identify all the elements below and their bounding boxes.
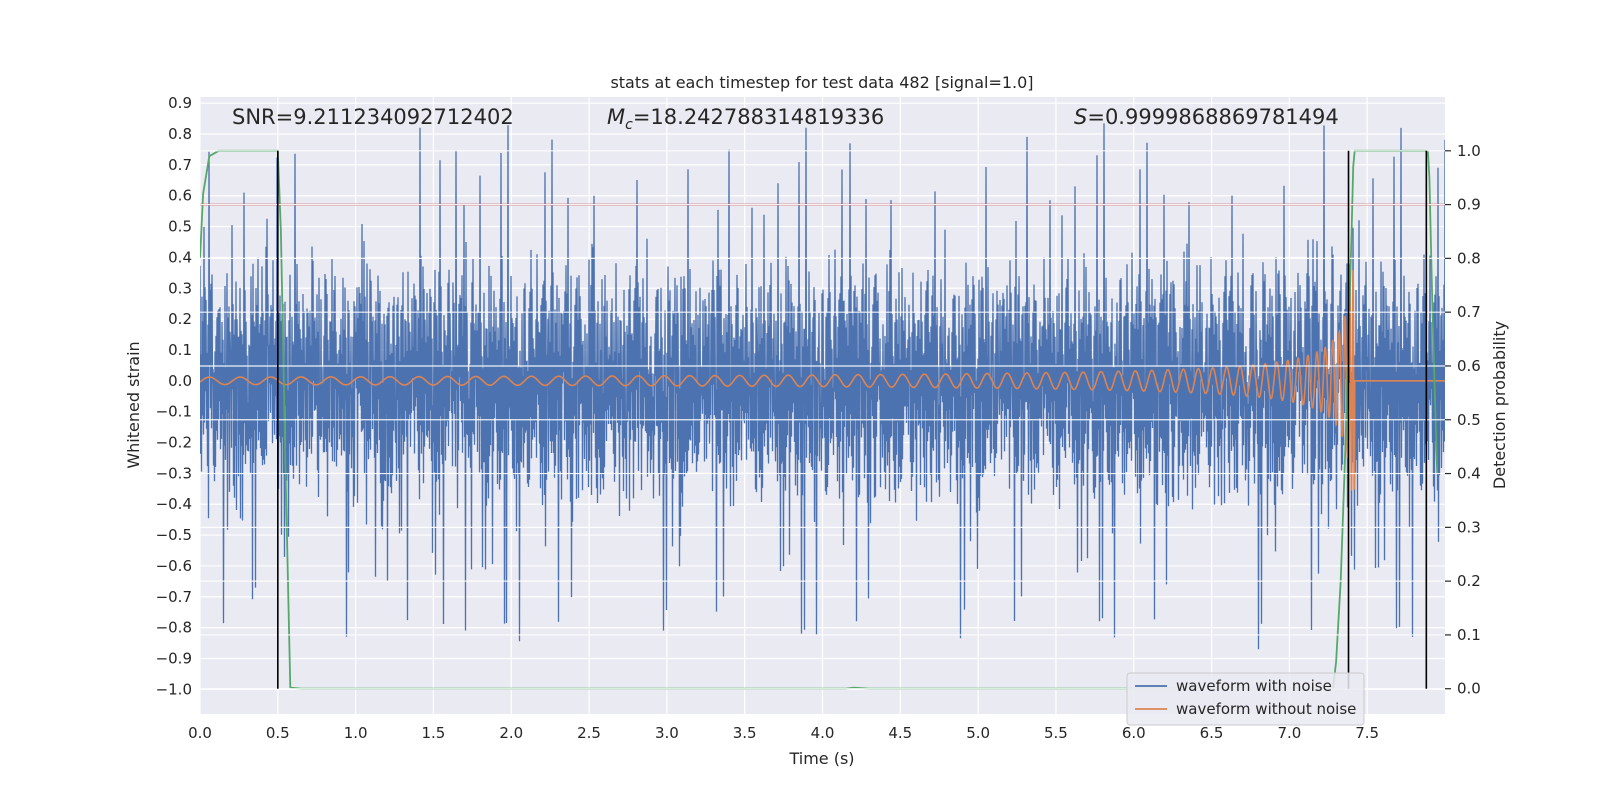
- y-axis-label: Whitened strain: [124, 341, 143, 468]
- chirp-mass-value: =18.242788314819336: [633, 105, 884, 129]
- s-value: =0.9999868869781494: [1087, 105, 1338, 129]
- y-tick-label: 0.3: [168, 279, 192, 297]
- y2-axis-label: Detection probability: [1490, 321, 1509, 489]
- y-tick-label: 0.1: [168, 341, 192, 359]
- y2-tick-label: 1.0: [1457, 142, 1481, 160]
- chart-title: stats at each timestep for test data 482…: [610, 73, 1033, 92]
- y2-tick-label: 0.4: [1457, 465, 1481, 483]
- vertical-markers: [277, 150, 1428, 689]
- y2-tick-label: 0.6: [1457, 357, 1481, 375]
- y2-tick-label: 0.5: [1457, 411, 1481, 429]
- legend: waveform with noise waveform without noi…: [1126, 672, 1365, 726]
- legend-label-clean: waveform without noise: [1176, 700, 1356, 718]
- x-axis-label: Time (s): [788, 749, 854, 768]
- y-tick-label: −0.7: [156, 588, 192, 606]
- y-tick-label: 0.6: [168, 187, 192, 205]
- y2-tick-label: 0.3: [1457, 518, 1481, 536]
- snr-annotation: SNR=9.211234092712402: [232, 105, 514, 129]
- chirp-mass-symbol: M: [607, 105, 625, 129]
- x-tick-label: 6.5: [1200, 724, 1224, 742]
- x-tick-label: 5.5: [1044, 724, 1068, 742]
- y-axis-ticks: 0.9 0.8 0.7 0.6 0.5 0.4 0.3 0.2 0.1 0.0 −0.1 −0.2 −0…: [156, 94, 192, 698]
- y2-tick-label: 0.2: [1457, 572, 1481, 590]
- x-axis-ticks: 0.0 0.5 1.0 1.5 2.0 2.5 3.0 3.5 4.0 4.5 5.0 5.5 6.0 6…: [188, 724, 1379, 742]
- x-tick-label: 3.0: [655, 724, 679, 742]
- y-tick-label: −0.1: [156, 403, 192, 421]
- x-tick-label: 5.0: [966, 724, 990, 742]
- y-tick-label: −0.3: [156, 464, 192, 482]
- x-tick-label: 4.5: [888, 724, 912, 742]
- x-tick-label: 0.5: [266, 724, 290, 742]
- y2-tick-label: 0.0: [1457, 680, 1481, 698]
- y-tick-label: 0.0: [168, 372, 192, 390]
- series-waveform-with-noise: [200, 123, 1445, 650]
- x-tick-label: 2.0: [499, 724, 523, 742]
- x-tick-label: 2.5: [577, 724, 601, 742]
- series-waveform-without-noise: [200, 269, 1445, 491]
- y2-tick-label: 0.7: [1457, 303, 1481, 321]
- y-tick-label: −0.4: [156, 495, 192, 513]
- legend-box: [1126, 672, 1365, 726]
- y-tick-label: 0.5: [168, 218, 192, 236]
- x-tick-label: 1.5: [422, 724, 446, 742]
- y-tick-label: 0.2: [168, 310, 192, 328]
- y-tick-label: −1.0: [156, 680, 192, 698]
- s-symbol: S: [1074, 105, 1087, 129]
- y-tick-label: −0.9: [156, 649, 192, 667]
- x-tick-label: 3.5: [733, 724, 757, 742]
- y-tick-label: −0.5: [156, 526, 192, 544]
- y2-axis-ticks: 1.0 0.9 0.8 0.7 0.6 0.5 0.4 0.3 0.2 0.1 0.0: [1445, 142, 1481, 698]
- x-tick-label: 0.0: [188, 724, 212, 742]
- x-tick-label: 7.0: [1277, 724, 1301, 742]
- y-tick-label: 0.7: [168, 156, 192, 174]
- y-tick-label: 0.9: [168, 94, 192, 112]
- y-tick-label: −0.2: [156, 434, 192, 452]
- x-tick-label: 6.0: [1122, 724, 1146, 742]
- x-tick-label: 4.0: [811, 724, 835, 742]
- y-tick-label: 0.4: [168, 248, 192, 266]
- y-tick-label: 0.8: [168, 125, 192, 143]
- y2-tick-label: 0.1: [1457, 626, 1481, 644]
- legend-label-noise: waveform with noise: [1176, 677, 1332, 695]
- s-annotation: S=0.9999868869781494: [1074, 105, 1339, 129]
- x-tick-label: 7.5: [1355, 724, 1379, 742]
- chirp-mass-annotation: Mc=18.242788314819336: [607, 105, 884, 133]
- y2-gridlines: [200, 150, 1445, 690]
- x-tick-label: 1.0: [344, 724, 368, 742]
- y-tick-label: −0.8: [156, 619, 192, 637]
- y2-tick-label: 0.8: [1457, 249, 1481, 267]
- y2-tick-label: 0.9: [1457, 196, 1481, 214]
- chirp-mass-subscript: c: [625, 117, 633, 133]
- y-tick-label: −0.6: [156, 557, 192, 575]
